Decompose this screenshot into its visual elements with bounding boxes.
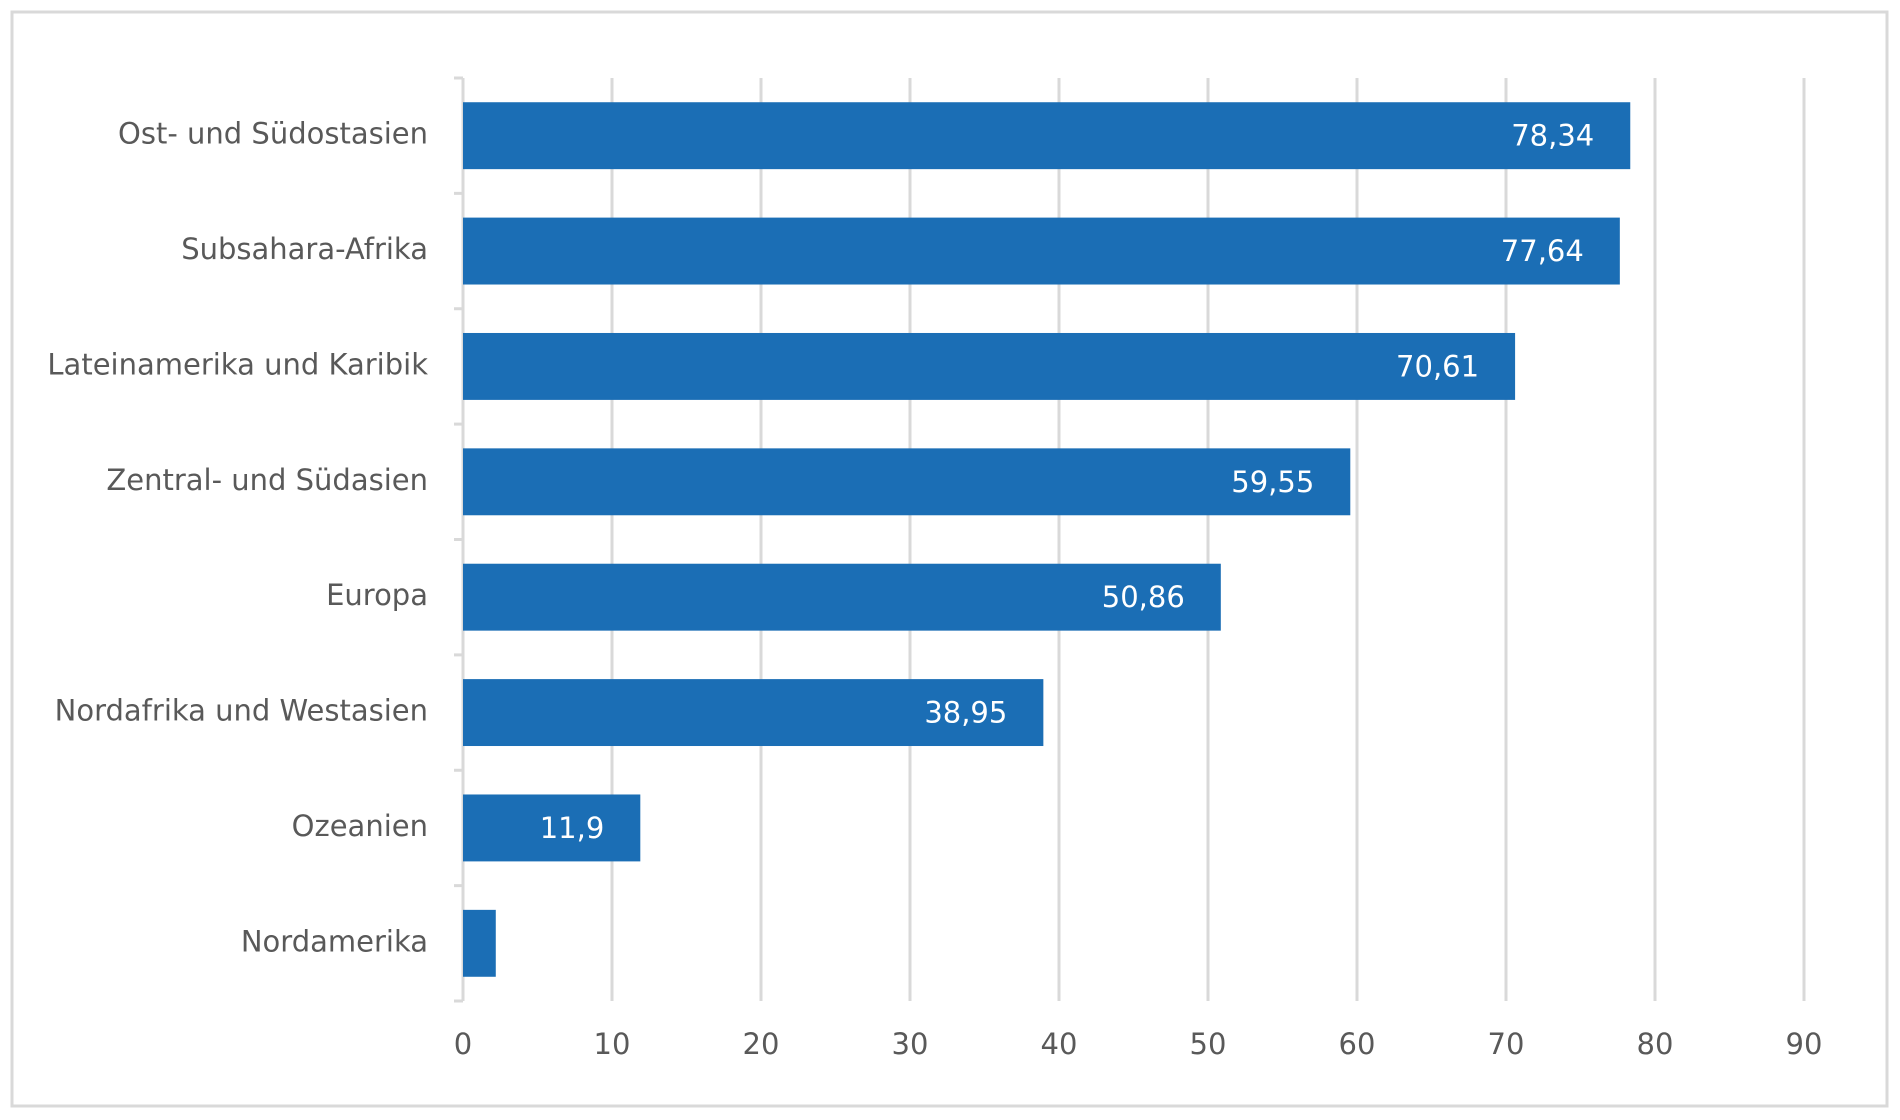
x-tick-label: 0 (454, 1027, 472, 1061)
y-tick-label: Nordamerika (241, 924, 428, 958)
y-tick-label: Nordafrika und Westasien (55, 694, 428, 728)
x-tick-label: 10 (594, 1027, 631, 1061)
bar (463, 448, 1351, 516)
value-label: 11,9 (540, 811, 605, 845)
value-label: 77,64 (1501, 234, 1584, 268)
bar (463, 563, 1221, 631)
y-tick-label: Ozeanien (292, 809, 428, 843)
value-label: 78,34 (1511, 119, 1594, 153)
bar (463, 794, 641, 862)
x-tick-label: 60 (1339, 1027, 1376, 1061)
x-tick-label: 80 (1637, 1027, 1674, 1061)
x-tick-label: 20 (743, 1027, 780, 1061)
x-tick-label: 50 (1190, 1027, 1227, 1061)
chart-frame (10, 10, 1889, 1108)
y-tick-label: Lateinamerika und Karibik (47, 347, 428, 381)
y-tick-label: Zentral- und Südasien (106, 463, 428, 497)
y-tick-label: Ost- und Südostasien (118, 117, 428, 151)
value-label: 70,61 (1396, 349, 1479, 383)
bar (463, 909, 496, 977)
x-tick-label: 40 (1041, 1027, 1078, 1061)
y-tick-label: Subsahara-Afrika (181, 232, 428, 266)
value-label: 59,55 (1231, 465, 1314, 499)
x-tick-label: 30 (892, 1027, 929, 1061)
value-label: 38,95 (924, 696, 1007, 730)
bar (463, 679, 1044, 747)
bar (463, 102, 1631, 170)
x-tick-label: 70 (1488, 1027, 1525, 1061)
bar (463, 332, 1516, 400)
y-tick-label: Europa (326, 578, 428, 612)
x-tick-label: 90 (1786, 1027, 1823, 1061)
value-label: 50,86 (1102, 580, 1185, 614)
bar (463, 217, 1620, 285)
